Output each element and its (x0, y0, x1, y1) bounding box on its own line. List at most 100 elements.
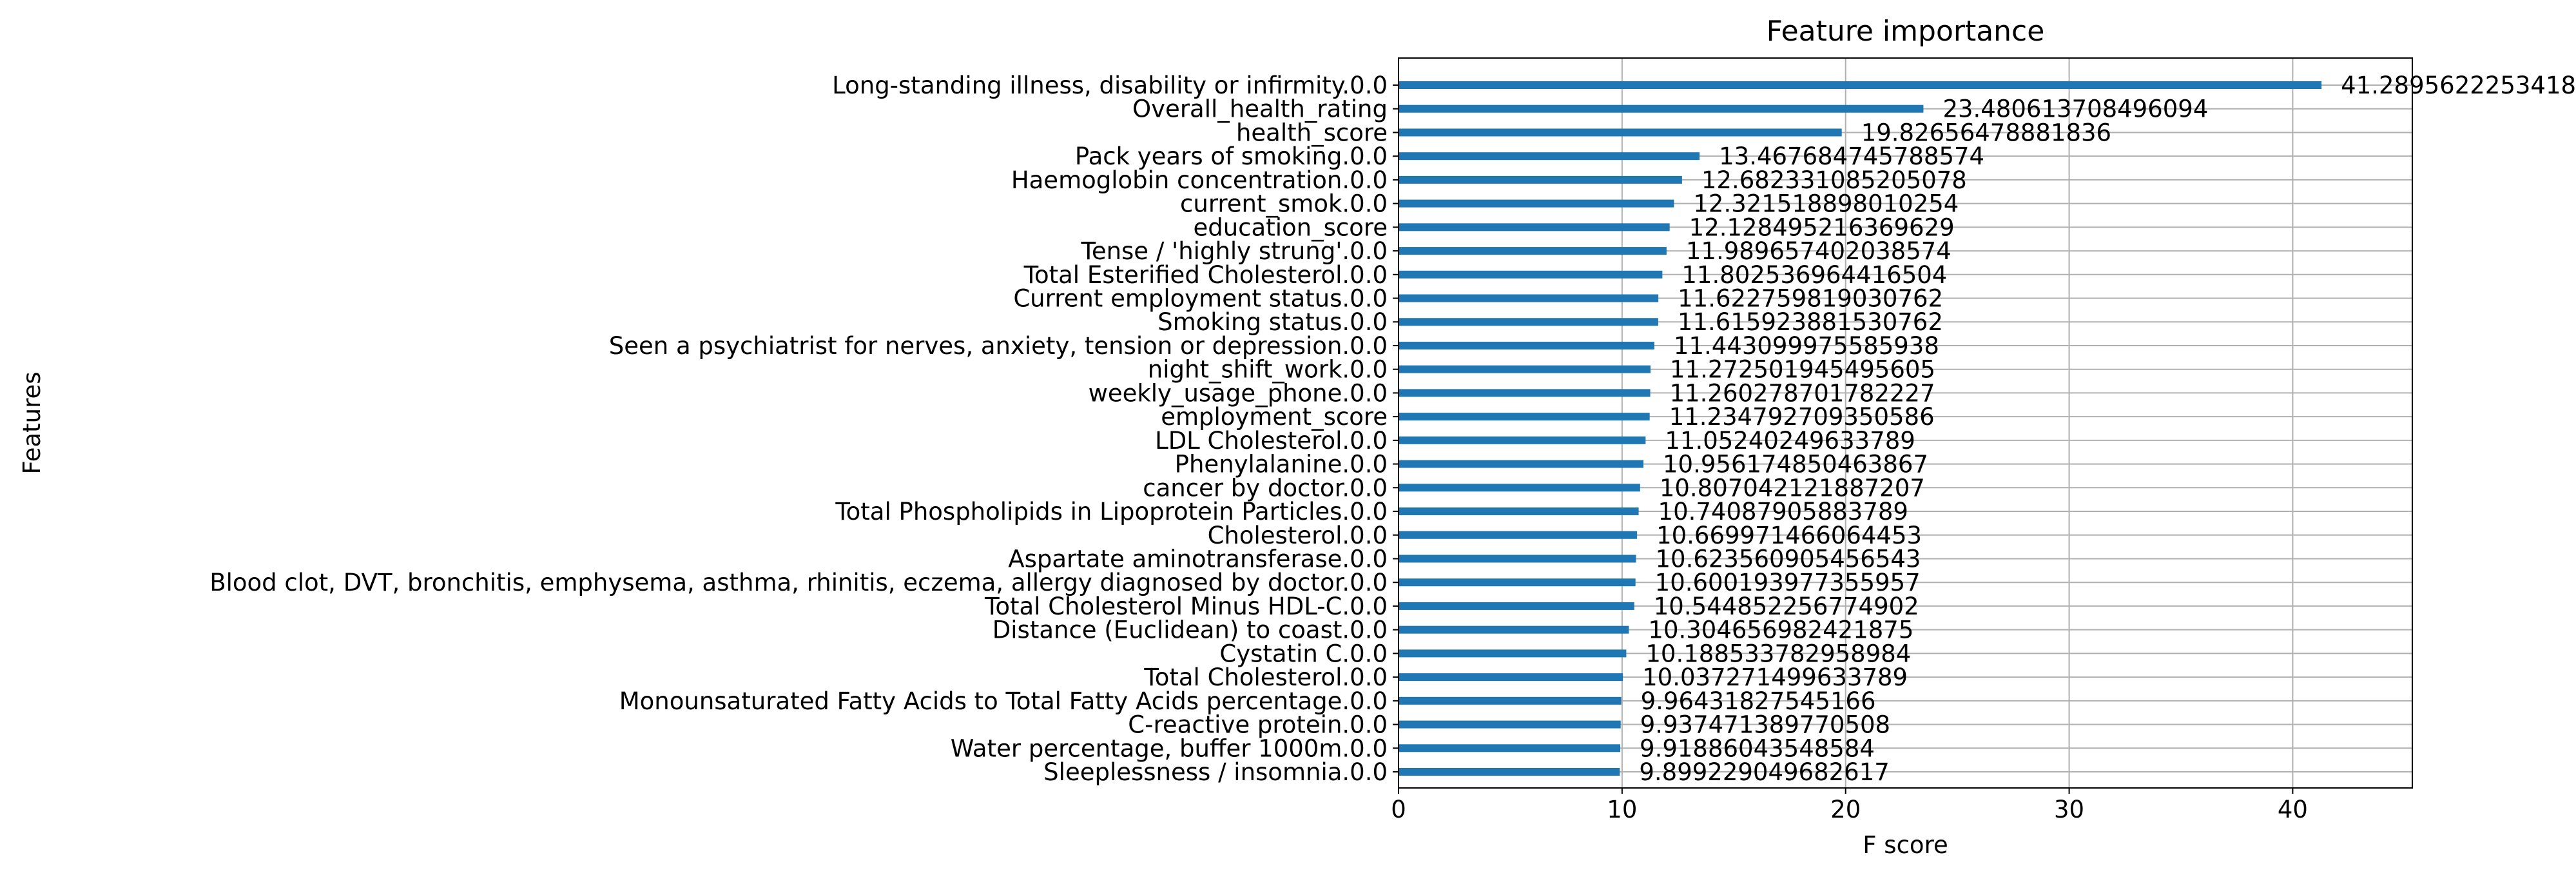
bar-value-label: 11.05240249633789 (1665, 427, 1915, 455)
bar-value-label: 10.600193977355957 (1655, 569, 1921, 596)
bar (1399, 389, 1651, 397)
y-tick-label: Total Esterified Cholesterol.0.0 (1023, 261, 1388, 289)
y-tick-label: Overall_health_rating (1132, 95, 1388, 123)
bar (1399, 602, 1634, 610)
bar-value-label: 10.623560905456543 (1655, 545, 1921, 573)
chart-title: Feature importance (1767, 15, 2045, 48)
y-tick-label: Monounsaturated Fatty Acids to Total Fat… (619, 687, 1388, 715)
bar-value-label: 10.807042121887207 (1660, 474, 1925, 502)
bar-value-label: 9.96431827545166 (1641, 687, 1876, 715)
bar (1399, 318, 1658, 326)
plot-frame (1398, 57, 2413, 789)
bar (1399, 578, 1636, 587)
y-tick-label: Current employment status.0.0 (1013, 285, 1388, 313)
bar (1399, 199, 1674, 208)
bar-value-label: 12.128495216369629 (1689, 213, 1955, 241)
x-tick-label: 40 (2278, 796, 2308, 823)
y-axis-ticks: Long-standing illness, disability or inf… (209, 72, 1399, 786)
bar-value-label: 11.260278701782227 (1670, 379, 1935, 407)
y-tick-label: current_smok.0.0 (1180, 190, 1388, 218)
y-tick-label: Tense / 'highly strung'.0.0 (1081, 237, 1388, 265)
bar-value-label: 10.956174850463867 (1663, 451, 1928, 478)
bar (1399, 341, 1654, 349)
bar-value-label: 10.544852256774902 (1654, 593, 1919, 620)
bar (1399, 294, 1659, 302)
bar-value-label: 9.899229049682617 (1639, 758, 1889, 786)
bar-value-label: 12.682331085205078 (1701, 166, 1967, 194)
bar-value-label: 10.037271499633789 (1642, 664, 1908, 691)
y-tick-label: Water percentage, buffer 1000m.0.0 (951, 734, 1388, 762)
y-tick-label: Smoking status.0.0 (1157, 308, 1388, 336)
y-tick-label: education_score (1193, 213, 1388, 241)
y-tick-label: Pack years of smoking.0.0 (1075, 143, 1388, 170)
y-tick-label: Blood clot, DVT, bronchitis, emphysema, … (209, 569, 1388, 596)
bar-value-label: 11.615923881530762 (1678, 308, 1943, 336)
y-tick-label: Aspartate aminotransferase.0.0 (1008, 545, 1388, 573)
y-tick-label: weekly_usage_phone.0.0 (1089, 379, 1388, 407)
y-tick-label: Total Phospholipids in Lipoprotein Parti… (835, 498, 1388, 526)
bar (1399, 555, 1636, 563)
bar (1399, 81, 2322, 89)
bar (1399, 436, 1646, 444)
bar-value-label: 9.937471389770508 (1640, 711, 1890, 739)
y-tick-label: health_score (1236, 119, 1388, 146)
y-tick-label: Sleeplessness / insomnia.0.0 (1043, 758, 1388, 786)
y-tick-label: Long-standing illness, disability or inf… (832, 72, 1388, 99)
bar (1399, 270, 1663, 279)
y-tick-label: LDL Cholesterol.0.0 (1155, 427, 1388, 455)
bar-value-label: 10.304656982421875 (1648, 616, 1913, 644)
bar (1399, 673, 1623, 682)
bar (1399, 696, 1622, 705)
y-tick-label: Phenylalanine.0.0 (1175, 451, 1388, 478)
bar-value-label: 11.443099975585938 (1674, 332, 1939, 360)
y-tick-label: night_shift_work.0.0 (1148, 356, 1388, 384)
y-tick-label: employment_score (1161, 403, 1388, 431)
bar (1399, 720, 1621, 729)
y-tick-label: Haemoglobin concentration.0.0 (1011, 166, 1388, 194)
bar (1399, 223, 1670, 231)
bar (1399, 413, 1650, 421)
bar (1399, 649, 1627, 658)
bar-value-label: 12.321518898010254 (1693, 190, 1959, 218)
bar (1399, 152, 1700, 161)
y-tick-label: Distance (Euclidean) to coast.0.0 (993, 616, 1388, 644)
x-axis-label: F score (1863, 831, 1948, 859)
bar-value-label: 23.480613708496094 (1942, 95, 2208, 123)
bar (1399, 484, 1640, 492)
x-tick-label: 10 (1607, 796, 1637, 823)
bar-value-label: 41.2895622253418 (2341, 72, 2576, 99)
x-tick-label: 20 (1830, 796, 1861, 823)
bar-value-label: 10.188533782958984 (1645, 640, 1911, 667)
bar-value-label: 11.802536964416504 (1681, 261, 1947, 289)
bar-value-label: 11.234792709350586 (1669, 403, 1935, 431)
x-tick-label: 0 (1391, 796, 1406, 823)
bar (1399, 128, 1842, 137)
bar-value-label: 11.272501945495605 (1670, 356, 1935, 384)
y-tick-label: Seen a psychiatrist for nerves, anxiety,… (609, 332, 1388, 360)
x-tick-label: 30 (2054, 796, 2084, 823)
bar-value-label: 13.467684745788574 (1719, 143, 1984, 170)
bar (1399, 247, 1667, 255)
bar (1399, 744, 1621, 752)
bar (1399, 104, 1924, 113)
y-tick-label: Cystatin C.0.0 (1219, 640, 1388, 667)
x-axis-ticks: 0 10 20 30 40 (1391, 788, 2308, 823)
bar (1399, 768, 1620, 776)
bar-value-label: 10.74087905883789 (1658, 498, 1908, 526)
y-tick-label: Total Cholesterol Minus HDL-C.0.0 (984, 593, 1388, 620)
bar-value-label: 9.91886043548584 (1640, 734, 1875, 762)
y-tick-label: C-reactive protein.0.0 (1128, 711, 1388, 739)
bar (1399, 460, 1644, 468)
bar (1399, 365, 1651, 373)
bars (1399, 81, 2322, 776)
y-tick-label: cancer by doctor.0.0 (1143, 474, 1388, 502)
bar-value-label: 11.622759819030762 (1678, 285, 1943, 313)
bar-value-label: 10.669971466064453 (1656, 522, 1922, 549)
bar-value-label: 11.989657402038574 (1686, 237, 1951, 265)
y-axis-label: Features (18, 371, 46, 474)
bar (1399, 625, 1629, 634)
bar-value-label: 19.82656478881836 (1861, 119, 2111, 146)
y-tick-label: Cholesterol.0.0 (1208, 522, 1388, 549)
bar (1399, 507, 1639, 516)
